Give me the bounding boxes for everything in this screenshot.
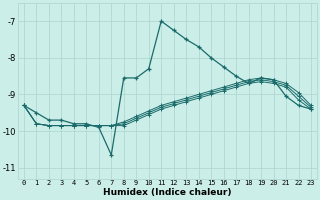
X-axis label: Humidex (Indice chaleur): Humidex (Indice chaleur) bbox=[103, 188, 232, 197]
